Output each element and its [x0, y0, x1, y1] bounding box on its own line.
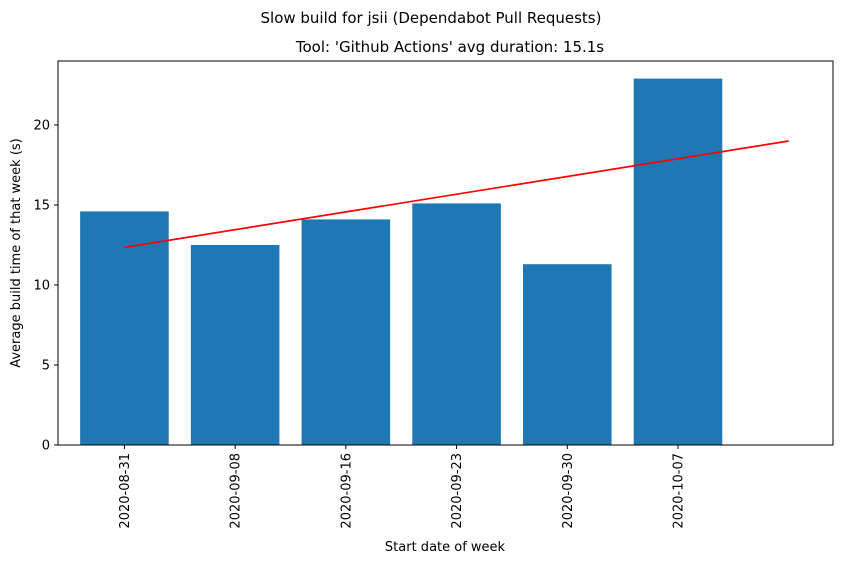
y-tick-label: 0 — [42, 439, 50, 454]
x-tick-label: 2020-09-23 — [450, 453, 465, 529]
bar-2020-10-07 — [633, 78, 723, 445]
x-axis-label: Start date of week — [385, 540, 506, 555]
x-tick-label: 2020-09-16 — [339, 453, 354, 529]
y-tick-label: 10 — [33, 279, 50, 294]
bar-2020-09-30 — [523, 264, 612, 445]
y-tick-label: 15 — [33, 199, 50, 214]
bar-2020-09-08 — [190, 245, 280, 445]
y-tick-label: 20 — [33, 119, 50, 134]
chart-title: Tool: 'Github Actions' avg duration: 15.… — [295, 38, 604, 56]
x-tick-label: 2020-10-07 — [672, 453, 687, 529]
bars-group — [80, 78, 723, 445]
x-tick-label: 2020-09-08 — [229, 453, 244, 529]
plot-frame — [57, 60, 834, 446]
x-tick-label: 2020-08-31 — [118, 453, 133, 529]
x-axis: 2020-08-31 2020-09-08 2020-09-16 2020-09-23… — [118, 445, 687, 529]
trend-line-group — [124, 140, 789, 249]
y-axis-label: Average build time of that week (s) — [9, 138, 24, 368]
trend-line — [124, 140, 789, 249]
y-tick-label: 5 — [42, 359, 50, 374]
bar-2020-09-23 — [412, 203, 501, 445]
y-axis: 0 5 10 15 20 — [33, 119, 58, 454]
figure-suptitle: Slow build for jsii (Dependabot Pull Req… — [261, 9, 602, 27]
bar-2020-08-31 — [80, 211, 169, 445]
bar-2020-09-16 — [301, 219, 391, 445]
x-tick-label: 2020-09-30 — [561, 453, 576, 529]
